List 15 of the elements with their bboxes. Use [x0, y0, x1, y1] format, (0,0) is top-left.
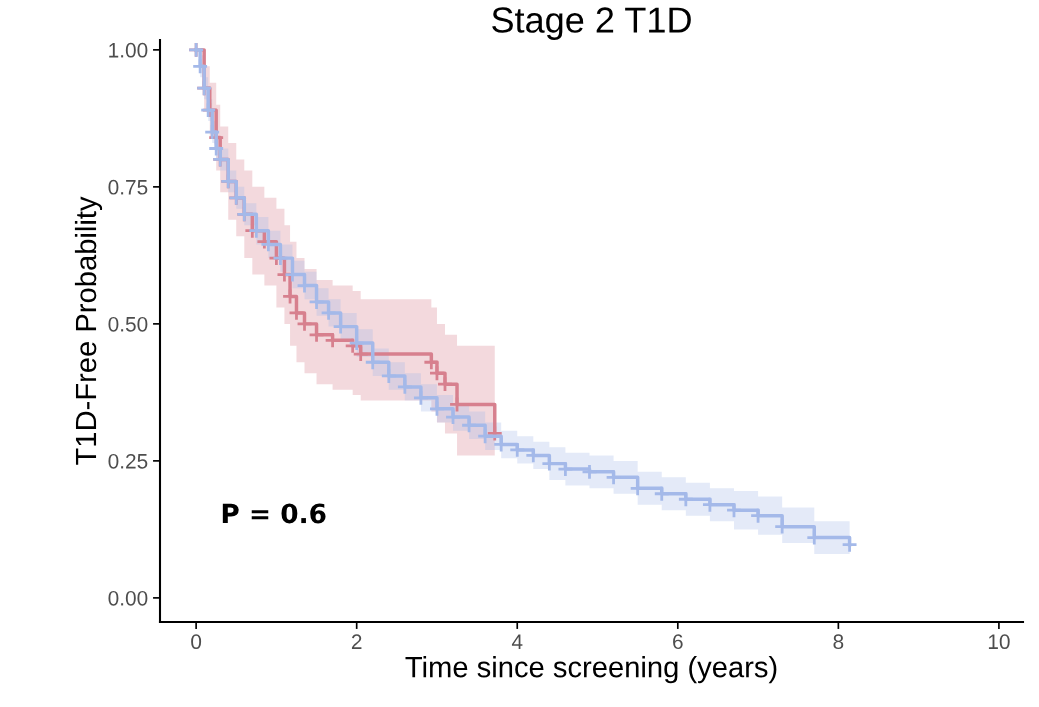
x-tick-label: 4	[511, 634, 523, 649]
x-tick-label: 2	[351, 634, 362, 649]
y-tick-label: 0.25	[108, 453, 148, 469]
x-tick-label: 10	[988, 634, 1010, 650]
y-axis-title: T1D-Free Probability	[74, 196, 103, 465]
x-tick-label: 6	[673, 634, 683, 650]
annotation: P = 0.6	[222, 503, 326, 524]
y-tick-label: 1.00	[109, 42, 148, 58]
y-tick-label: 0.75	[108, 179, 148, 195]
y-tick-label: 0.00	[108, 590, 148, 606]
x-axis-title: Time since screening (years)	[405, 656, 777, 684]
x-tick-label: 8	[833, 634, 844, 650]
chart-title: Stage 2 T1D	[492, 7, 691, 40]
x-tick-label: 0	[191, 634, 202, 650]
y-tick-label: 0.50	[108, 316, 148, 332]
